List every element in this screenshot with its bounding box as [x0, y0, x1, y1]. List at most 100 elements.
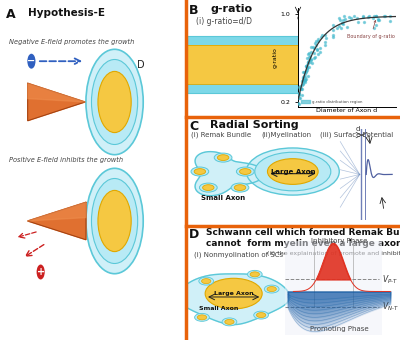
- Point: [339, 20, 345, 26]
- Circle shape: [218, 155, 229, 160]
- Point: [297, 96, 303, 101]
- Text: Hypothesis-E: Hypothesis-E: [28, 8, 105, 18]
- Point: [373, 22, 379, 28]
- Point: [303, 76, 309, 82]
- Point: [302, 77, 308, 82]
- Polygon shape: [28, 83, 85, 102]
- Point: [296, 92, 302, 98]
- Circle shape: [214, 153, 232, 162]
- Text: Positive E-field inhibits the growth: Positive E-field inhibits the growth: [9, 156, 123, 163]
- Text: Negative E-field promotes the growth: Negative E-field promotes the growth: [9, 39, 135, 45]
- Text: $V_{P\text{-}T}$: $V_{P\text{-}T}$: [382, 273, 398, 286]
- Text: B: B: [189, 4, 199, 17]
- Text: −: −: [27, 56, 36, 66]
- Point: [302, 71, 308, 76]
- Point: [336, 15, 342, 21]
- Text: cannot  form myelin even a large axon is ensheathed.: cannot form myelin even a large axon is …: [206, 239, 400, 248]
- Bar: [156, 36, 324, 94]
- Circle shape: [256, 312, 266, 318]
- Point: [373, 14, 379, 19]
- Text: of axon and g-ratio: of axon and g-ratio: [297, 15, 364, 21]
- Point: [322, 32, 328, 38]
- Circle shape: [255, 152, 331, 191]
- Y-axis label: g-ratio: g-ratio: [273, 47, 278, 68]
- Circle shape: [200, 183, 217, 192]
- Point: [376, 18, 382, 23]
- Point: [361, 20, 367, 25]
- Point: [306, 54, 312, 60]
- Point: [305, 59, 311, 65]
- Text: C: C: [189, 120, 198, 133]
- Point: [298, 86, 305, 92]
- Text: Small Axon: Small Axon: [199, 306, 238, 311]
- Polygon shape: [178, 274, 290, 325]
- Text: Inhibitory Phase: Inhibitory Phase: [311, 238, 367, 244]
- Point: [296, 101, 302, 106]
- Circle shape: [194, 169, 206, 174]
- Point: [371, 25, 377, 30]
- Point: [299, 82, 305, 87]
- Text: g-ratio distribution region: g-ratio distribution region: [312, 100, 362, 104]
- Circle shape: [197, 315, 207, 320]
- Point: [300, 77, 306, 83]
- Point: [300, 81, 307, 86]
- Point: [304, 62, 310, 68]
- Point: [299, 80, 306, 86]
- Point: [382, 14, 388, 19]
- Point: [374, 16, 381, 22]
- Point: [299, 78, 305, 83]
- Point: [300, 75, 306, 81]
- Point: [387, 18, 393, 24]
- Point: [330, 22, 336, 28]
- Point: [330, 34, 336, 39]
- Point: [300, 74, 306, 80]
- Point: [311, 51, 318, 56]
- Point: [296, 90, 302, 96]
- Point: [295, 100, 302, 106]
- Point: [312, 54, 318, 60]
- Circle shape: [254, 311, 268, 319]
- Point: [369, 16, 376, 21]
- Point: [337, 17, 343, 22]
- Point: [304, 65, 310, 70]
- Point: [340, 14, 347, 19]
- Point: [338, 26, 344, 31]
- Point: [339, 20, 345, 25]
- Circle shape: [250, 272, 260, 277]
- Text: Schwann cell which formed Remak Bundle: Schwann cell which formed Remak Bundle: [206, 228, 400, 237]
- Point: [366, 14, 372, 19]
- Point: [322, 39, 328, 45]
- Point: [306, 64, 312, 70]
- Text: d: d: [356, 126, 360, 132]
- Text: (i) Remak Bundle: (i) Remak Bundle: [192, 132, 252, 138]
- Text: Radial Sorting: Radial Sorting: [210, 120, 299, 130]
- Circle shape: [234, 185, 246, 190]
- Point: [308, 57, 314, 63]
- Ellipse shape: [147, 36, 164, 94]
- Text: (ii)Myelination: (ii)Myelination: [261, 132, 311, 138]
- Point: [300, 73, 307, 79]
- Point: [297, 83, 303, 89]
- Text: D: D: [189, 228, 200, 241]
- Text: (i) Nonmyolination of SCs: (i) Nonmyolination of SCs: [194, 251, 283, 258]
- Point: [354, 15, 360, 20]
- Point: [319, 32, 325, 38]
- Polygon shape: [28, 202, 86, 221]
- Polygon shape: [28, 83, 85, 121]
- Point: [300, 70, 307, 75]
- Ellipse shape: [316, 36, 333, 94]
- Circle shape: [205, 278, 262, 309]
- Text: +: +: [36, 267, 45, 277]
- Bar: [156, 45, 324, 84]
- Point: [306, 57, 312, 63]
- Bar: [286, 241, 382, 335]
- Circle shape: [194, 313, 209, 321]
- Point: [342, 16, 348, 21]
- Point: [340, 21, 346, 27]
- Point: [311, 46, 318, 51]
- Point: [322, 36, 329, 41]
- Point: [375, 17, 382, 22]
- Ellipse shape: [149, 45, 162, 84]
- Circle shape: [231, 183, 249, 192]
- Point: [304, 55, 310, 61]
